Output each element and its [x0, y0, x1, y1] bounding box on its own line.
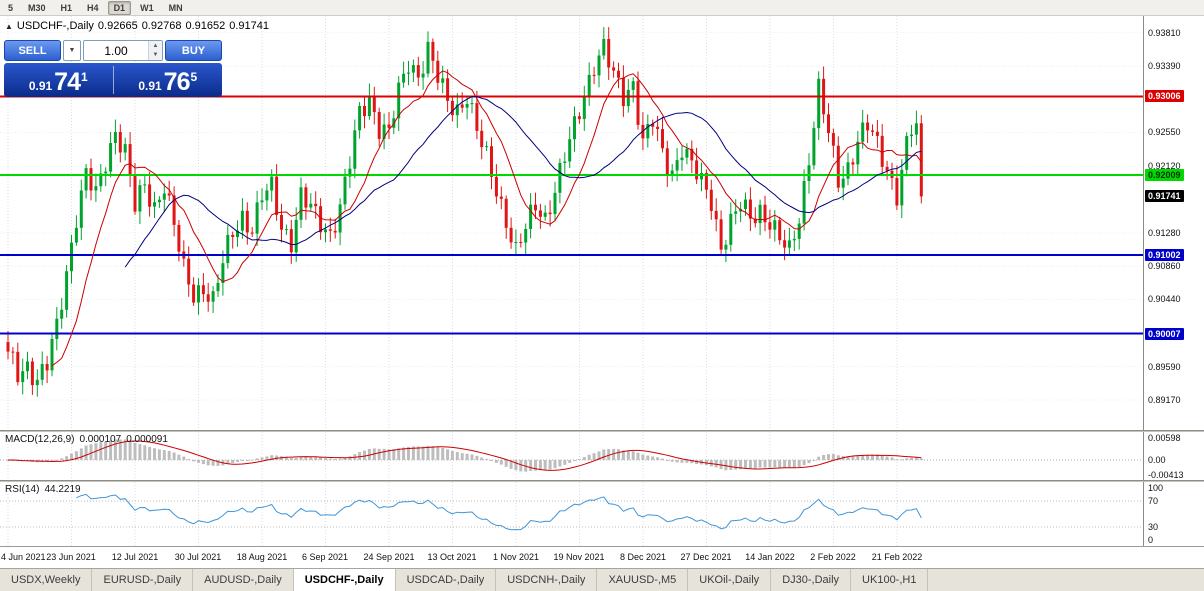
- one-click-trading-panel: SELL ▼ ▲ ▼ BUY 0.91 74 1 0.91 76 5: [4, 40, 222, 97]
- price-tick: 0.90440: [1148, 294, 1181, 304]
- date-label: 24 Sep 2021: [363, 552, 415, 562]
- timeframe-button-mn[interactable]: MN: [168, 2, 183, 13]
- macd-axis-tick: -0.00413: [1148, 470, 1184, 480]
- volume-input[interactable]: [84, 41, 148, 60]
- chart-title: ▲ USDCHF-,Daily 0.92665 0.92768 0.91652 0.917…: [5, 20, 273, 32]
- macd-main-value: 0.000107: [79, 434, 122, 445]
- ohlc-close: 0.91741: [229, 20, 269, 32]
- chevron-down-icon: ▼: [68, 47, 76, 54]
- sell-price-big: 74: [54, 68, 81, 96]
- price-quote-bar: 0.91 74 1 0.91 76 5: [4, 63, 222, 97]
- chart-tab-dj30-daily[interactable]: DJ30-,Daily: [771, 569, 852, 591]
- rsi-axis-tick: 100: [1148, 483, 1164, 493]
- timeframe-button-h4[interactable]: H4: [87, 2, 99, 13]
- macd-signal-value: 0.000091: [126, 434, 168, 445]
- timeframe-button-m30[interactable]: M30: [28, 2, 46, 13]
- price-divider: [112, 66, 114, 94]
- rsi-label: RSI(14) 44.2219: [5, 484, 81, 495]
- volume-decrease-button[interactable]: ▼: [149, 50, 162, 60]
- date-label: 6 Sep 2021: [301, 552, 349, 562]
- timeframe-button-d1[interactable]: D1: [107, 0, 132, 15]
- rsi-axis[interactable]: 100 70 30 0: [1143, 482, 1204, 546]
- date-label: 21 Feb 2022: [871, 552, 923, 562]
- chart-tab-ukoil-daily[interactable]: UKOil-,Daily: [688, 569, 772, 591]
- date-label: 23 Jun 2021: [46, 552, 96, 562]
- rsi-axis-tick: 30: [1148, 522, 1159, 532]
- panel-separator[interactable]: [0, 430, 1204, 432]
- date-label: 13 Oct 2021: [427, 552, 477, 562]
- sell-price-prefix: 0.91: [28, 79, 53, 93]
- chart-tab-bar: USDX,Weekly EURUSD-,Daily AUDUSD-,Daily USD…: [0, 568, 1204, 591]
- price-tick: 0.93390: [1148, 61, 1181, 71]
- price-axis[interactable]: 0.93810 0.93390 0.92550 0.92120 0.91280 0.908…: [1143, 16, 1204, 430]
- chart-tab-usdcnh-daily[interactable]: USDCNH-,Daily: [496, 569, 598, 591]
- chart-tab-usdcad-daily[interactable]: USDCAD-,Daily: [396, 569, 497, 591]
- ohlc-open: 0.92665: [97, 20, 138, 32]
- timeframe-button-5[interactable]: 5: [8, 2, 14, 13]
- date-label: 8 Dec 2021: [619, 552, 667, 562]
- price-line-label: 0.93006: [1145, 90, 1184, 102]
- rsi-name: RSI(14): [5, 484, 40, 495]
- macd-axis-tick: 0.00: [1148, 455, 1166, 465]
- date-label: 19 Nov 2021: [553, 552, 605, 562]
- macd-indicator-panel[interactable]: [0, 432, 1143, 480]
- ohlc-low: 0.91652: [185, 20, 226, 32]
- price-tick: 0.89170: [1148, 395, 1181, 405]
- chart-tab-audusd-daily[interactable]: AUDUSD-,Daily: [193, 569, 294, 591]
- panel-separator[interactable]: [0, 480, 1204, 482]
- date-label: 12 Jul 2021: [111, 552, 159, 562]
- time-axis[interactable]: 4 Jun 2021 23 Jun 2021 12 Jul 2021 30 Jul 2…: [0, 546, 1204, 568]
- buy-price-pip: 5: [190, 70, 198, 84]
- price-tick: 0.92120: [1148, 161, 1181, 171]
- price-tick: 0.91280: [1148, 228, 1181, 238]
- macd-axis[interactable]: 0.00598 0.00 -0.00413: [1143, 432, 1204, 480]
- buy-price-big: 76: [163, 68, 191, 96]
- sell-price-pip: 1: [80, 70, 88, 84]
- date-label: 30 Jul 2021: [174, 552, 222, 562]
- buy-price-display[interactable]: 0.91 76 5: [114, 63, 223, 97]
- timeframe-toolbar: 5 M30 H1 H4 D1 W1 MN: [0, 0, 1204, 16]
- chart-symbol-period: USDCHF-,Daily: [16, 20, 94, 32]
- volume-stepper: ▲ ▼: [148, 41, 162, 60]
- rsi-axis-tick: 70: [1148, 496, 1159, 506]
- chart-tab-xauusd-m5[interactable]: XAUUSD-,M5: [597, 569, 689, 591]
- price-tick: 0.93810: [1148, 28, 1181, 38]
- chart-tab-usdchf-daily[interactable]: USDCHF-,Daily: [293, 569, 396, 591]
- rsi-indicator-panel[interactable]: [0, 482, 1143, 546]
- candlestick-chart[interactable]: [0, 16, 1143, 430]
- buy-button[interactable]: BUY: [165, 40, 222, 61]
- chart-tab-usdx-weekly[interactable]: USDX,Weekly: [0, 569, 93, 591]
- price-line-label: 0.91741: [1145, 190, 1184, 202]
- timeframe-button-w1[interactable]: W1: [140, 2, 154, 13]
- buy-price-prefix: 0.91: [138, 79, 162, 93]
- macd-label: MACD(12,26,9) 0.000107 0.000091: [5, 434, 168, 445]
- rsi-value: 44.2219: [44, 484, 81, 495]
- volume-increase-button[interactable]: ▲: [149, 41, 162, 51]
- price-tick: 0.89590: [1148, 362, 1181, 372]
- date-label: 18 Aug 2021: [236, 552, 288, 562]
- price-line-label: 0.92009: [1145, 169, 1184, 181]
- price-tick: 0.92550: [1148, 127, 1181, 137]
- date-label: 4 Jun 2021: [1, 552, 46, 562]
- macd-axis-tick: 0.00598: [1148, 433, 1181, 443]
- volume-dropdown-button[interactable]: ▼: [63, 40, 81, 61]
- one-click-toggle-icon[interactable]: ▲: [5, 22, 13, 31]
- sell-button[interactable]: SELL: [4, 40, 61, 61]
- price-line-label: 0.90007: [1145, 328, 1184, 340]
- timeframe-button-h1[interactable]: H1: [60, 2, 73, 13]
- sell-price-display[interactable]: 0.91 74 1: [4, 63, 113, 97]
- macd-name: MACD(12,26,9): [5, 434, 75, 445]
- date-label: 27 Dec 2021: [680, 552, 732, 562]
- volume-field: ▲ ▼: [83, 40, 163, 61]
- price-tick: 0.90860: [1148, 261, 1181, 271]
- chart-tab-eurusd-daily[interactable]: EURUSD-,Daily: [92, 569, 194, 591]
- date-label: 14 Jan 2022: [745, 552, 795, 562]
- date-label: 1 Nov 2021: [492, 552, 540, 562]
- rsi-axis-tick: 0: [1148, 535, 1154, 545]
- chart-tab-uk100-h1[interactable]: UK100-,H1: [851, 569, 929, 591]
- ohlc-high: 0.92768: [141, 20, 182, 32]
- price-line-label: 0.91002: [1145, 249, 1184, 261]
- date-label: 2 Feb 2022: [810, 552, 856, 562]
